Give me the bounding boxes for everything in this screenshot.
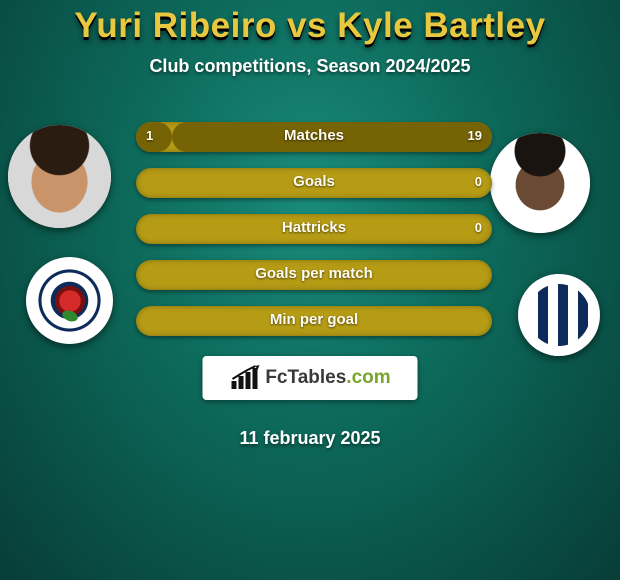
stat-label: Matches xyxy=(136,122,492,150)
avatar-placeholder xyxy=(8,125,111,228)
stat-right-value: 0 xyxy=(475,214,482,242)
crest-stripes xyxy=(518,274,600,356)
club-right-crest xyxy=(518,274,600,356)
stat-label: Min per goal xyxy=(136,306,492,334)
club-left-crest xyxy=(26,257,113,344)
player-left-avatar xyxy=(8,125,111,228)
stat-bar-min-per-goal: Min per goal xyxy=(136,306,492,336)
site-badge[interactable]: FcTables.com xyxy=(203,356,418,400)
stat-label: Hattricks xyxy=(136,214,492,242)
bar-chart-icon xyxy=(229,365,263,391)
player-right-avatar xyxy=(490,133,590,233)
avatar-placeholder xyxy=(490,133,590,233)
crest-ring xyxy=(26,257,113,344)
page-title: Yuri Ribeiro vs Kyle Bartley xyxy=(0,0,620,46)
stat-bar-goals: Goals 0 xyxy=(136,168,492,198)
stat-bar-goals-per-match: Goals per match xyxy=(136,260,492,290)
stat-right-value: 0 xyxy=(475,168,482,196)
stat-label: Goals xyxy=(136,168,492,196)
stat-right-value: 19 xyxy=(468,122,482,150)
stat-bar-hattricks: Hattricks 0 xyxy=(136,214,492,244)
stats-container: 1 Matches 19 Goals 0 Hattricks 0 Goals p… xyxy=(136,122,492,352)
site-name: FcTables.com xyxy=(265,367,390,389)
stat-left-value: 1 xyxy=(146,122,153,150)
crest-outer-ring xyxy=(518,274,600,356)
stat-label: Goals per match xyxy=(136,260,492,288)
season-subtitle: Club competitions, Season 2024/2025 xyxy=(0,56,620,77)
date-text: 11 february 2025 xyxy=(0,428,620,449)
stat-bar-matches: 1 Matches 19 xyxy=(136,122,492,152)
